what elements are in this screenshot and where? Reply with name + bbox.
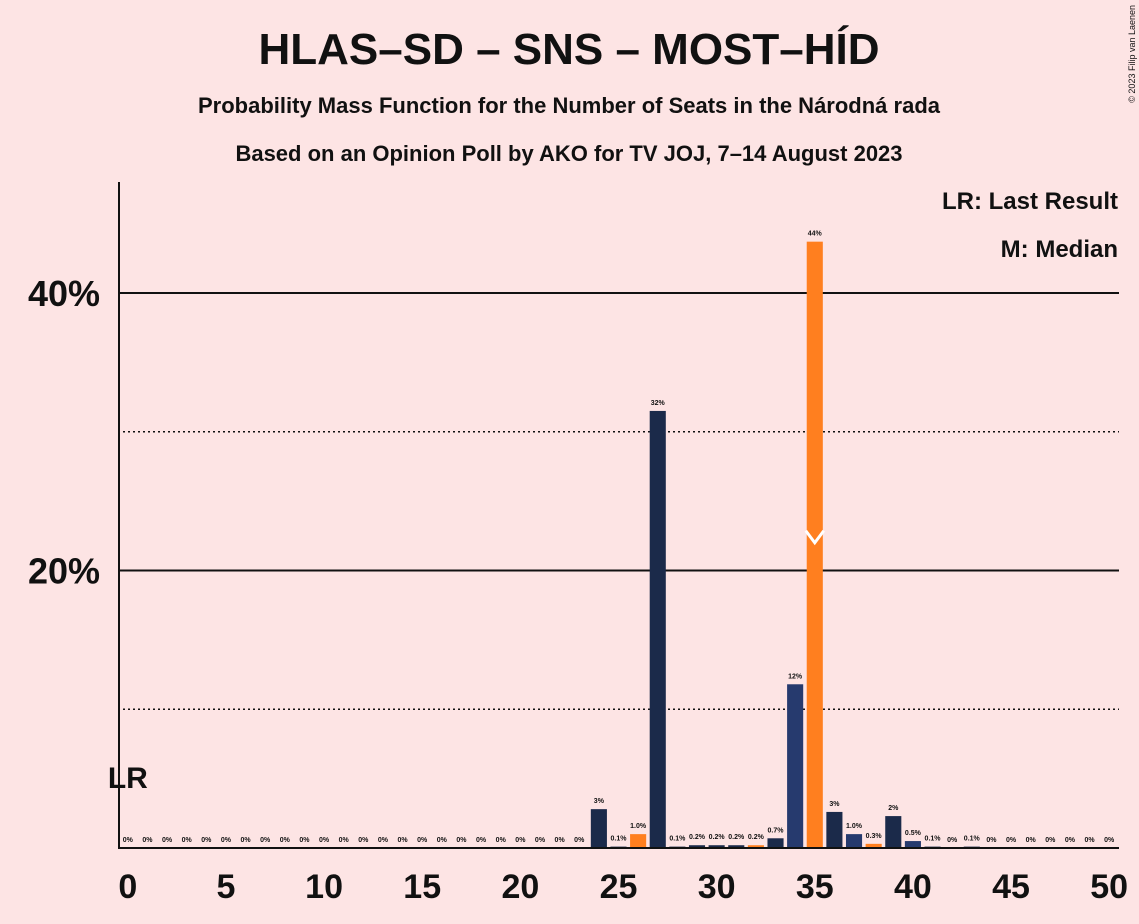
bar: [904, 841, 921, 848]
x-tick-label: 30: [698, 868, 736, 906]
value-label: 0%: [339, 837, 350, 844]
y-tick-label: 20%: [28, 551, 100, 592]
value-label: 0.7%: [768, 827, 785, 834]
median-marker: [804, 529, 825, 546]
bar: [787, 684, 804, 848]
value-label: 0.2%: [748, 834, 765, 841]
value-label: 0%: [319, 837, 330, 844]
bar: [649, 410, 666, 848]
value-label: 0%: [1045, 837, 1056, 844]
chart-title: HLAS–SD – SNS – MOST–HÍD: [258, 24, 879, 74]
value-label: 0%: [456, 837, 467, 844]
bar: [845, 834, 863, 848]
value-label: 0%: [1104, 837, 1115, 844]
x-tick-label: 25: [600, 868, 638, 906]
value-label: 0%: [496, 837, 507, 844]
value-label: 12%: [788, 673, 803, 680]
value-label: 0%: [142, 837, 153, 844]
value-label: 0.1%: [964, 836, 981, 843]
value-label: 0%: [947, 837, 958, 844]
bar: [865, 843, 882, 848]
value-label: 0%: [1026, 837, 1037, 844]
x-tick-label: 50: [1090, 868, 1128, 906]
x-tick-label: 5: [216, 868, 235, 906]
value-label: 0.3%: [866, 833, 883, 840]
value-label: 0.5%: [905, 830, 922, 837]
value-label: 0%: [182, 837, 193, 844]
bar: [885, 816, 902, 848]
value-label: 0%: [358, 837, 369, 844]
value-label: 2%: [888, 805, 899, 812]
chart-subtitle: Probability Mass Function for the Number…: [198, 93, 941, 118]
value-label: 0%: [476, 837, 487, 844]
x-tick-label: 35: [796, 868, 834, 906]
value-label: 0.2%: [709, 834, 726, 841]
value-label: 0%: [986, 837, 997, 844]
chart-subtitle: Based on an Opinion Poll by AKO for TV J…: [235, 141, 902, 166]
bar: [708, 845, 725, 848]
value-label: 0%: [1006, 837, 1017, 844]
value-label: 0%: [378, 837, 389, 844]
value-label: 0%: [555, 837, 566, 844]
bar: [767, 838, 784, 848]
bar: [826, 811, 843, 848]
value-label: 0%: [1084, 837, 1095, 844]
value-label: 0%: [221, 837, 232, 844]
value-label: 0%: [515, 837, 526, 844]
value-label: 0%: [280, 837, 291, 844]
value-label: 0%: [201, 837, 212, 844]
x-tick-label: 45: [992, 868, 1030, 906]
value-label: 3%: [594, 798, 605, 805]
bar: [688, 845, 706, 848]
value-label: 0%: [535, 837, 546, 844]
value-label: 0%: [260, 837, 271, 844]
value-label: 0%: [241, 837, 252, 844]
value-label: 0%: [574, 837, 585, 844]
last-result-label: LR: [108, 762, 148, 795]
value-label: 0%: [299, 837, 310, 844]
bar: [590, 809, 607, 848]
legend-entry: M: Median: [1001, 236, 1118, 263]
legend-entry: LR: Last Result: [942, 188, 1118, 215]
value-label: 0%: [1065, 837, 1076, 844]
value-label: 0%: [437, 837, 448, 844]
value-label: 1.0%: [846, 823, 863, 830]
x-tick-label: 20: [501, 868, 539, 906]
value-label: 0.1%: [925, 836, 942, 843]
bar: [728, 845, 745, 848]
value-label: 0%: [417, 837, 428, 844]
x-tick-label: 10: [305, 868, 343, 906]
y-tick-label: 40%: [28, 273, 100, 314]
x-tick-label: 15: [403, 868, 441, 906]
value-label: 0.1%: [669, 836, 686, 843]
bar: [630, 834, 647, 848]
x-tick-label: 40: [894, 868, 932, 906]
value-label: 0.2%: [728, 834, 745, 841]
value-label: 3%: [829, 801, 840, 808]
value-label: 1.0%: [630, 823, 647, 830]
value-label: 0%: [123, 837, 134, 844]
value-label: 0%: [162, 837, 173, 844]
bar: [747, 845, 764, 848]
x-tick-label: 0: [118, 868, 137, 906]
value-label: 0.2%: [689, 834, 706, 841]
value-label: 0%: [398, 837, 409, 844]
value-label: 32%: [651, 400, 666, 407]
copyright: © 2023 Filip van Laenen: [1127, 5, 1137, 103]
value-label: 0.1%: [611, 836, 628, 843]
value-label: 44%: [808, 231, 823, 238]
